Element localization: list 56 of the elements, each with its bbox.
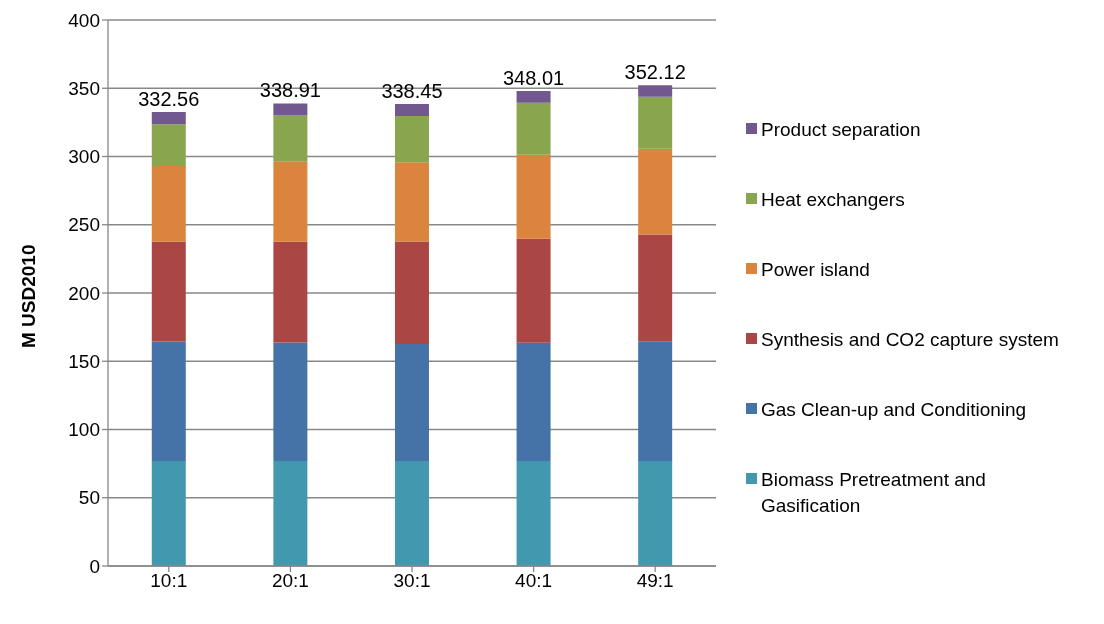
- bar: [151, 341, 186, 461]
- bar: [151, 124, 186, 166]
- x-tick-label: 10:1: [150, 570, 188, 592]
- bar: [516, 90, 551, 103]
- bar: [273, 342, 308, 461]
- total-label: 352.12: [624, 61, 686, 84]
- y-tick-label: 0: [89, 555, 100, 577]
- bar: [638, 341, 673, 461]
- bar: [394, 344, 429, 461]
- total-label: 332.56: [138, 88, 200, 111]
- bar: [394, 162, 429, 242]
- bar: [638, 96, 673, 149]
- bar: [273, 115, 308, 162]
- legend-label: Heat exchangers: [761, 188, 905, 212]
- total-label: 338.91: [259, 79, 321, 102]
- bar: [638, 148, 673, 235]
- bar: [516, 154, 551, 239]
- legend-label: Product separation: [761, 118, 921, 142]
- x-tick-label: 30:1: [393, 570, 431, 592]
- y-tick-label: 100: [68, 419, 100, 441]
- bar: [151, 460, 186, 566]
- y-tick-label: 400: [68, 9, 100, 31]
- bar: [273, 460, 308, 566]
- bar: [273, 161, 308, 242]
- y-axis-title: M USD2010: [17, 244, 39, 348]
- y-tick-label: 50: [78, 487, 100, 509]
- bar: [516, 238, 551, 343]
- bar: [273, 241, 308, 343]
- legend-label: Gas Clean-up and Conditioning: [761, 398, 1027, 422]
- bar: [516, 342, 551, 461]
- legend-label: Biomass Pretreatment and Gasification: [761, 468, 987, 518]
- y-tick-label: 150: [68, 350, 100, 372]
- total-label: 338.45: [381, 80, 443, 103]
- bar: [516, 460, 551, 566]
- y-tick-label: 250: [68, 214, 100, 236]
- bar: [151, 112, 186, 125]
- bar: [638, 234, 673, 342]
- bar: [394, 104, 429, 117]
- y-tick-label: 350: [68, 78, 100, 99]
- bar: [151, 241, 186, 342]
- y-tick-label: 300: [68, 146, 100, 168]
- legend-label: Power island: [761, 258, 870, 282]
- bar: [516, 102, 551, 155]
- x-tick-label: 49:1: [636, 570, 674, 592]
- bar: [638, 460, 673, 566]
- bar: [638, 85, 673, 97]
- bar: [394, 241, 429, 345]
- bar: [394, 460, 429, 566]
- legend-label: Synthesis and CO2 capture system: [761, 328, 1059, 352]
- x-tick-label: 20:1: [271, 570, 309, 592]
- bar: [394, 116, 429, 163]
- y-tick-label: 200: [68, 282, 100, 304]
- bar: [273, 103, 308, 116]
- x-tick-label: 40:1: [515, 570, 553, 592]
- bar: [151, 165, 186, 242]
- total-label: 348.01: [502, 66, 565, 89]
